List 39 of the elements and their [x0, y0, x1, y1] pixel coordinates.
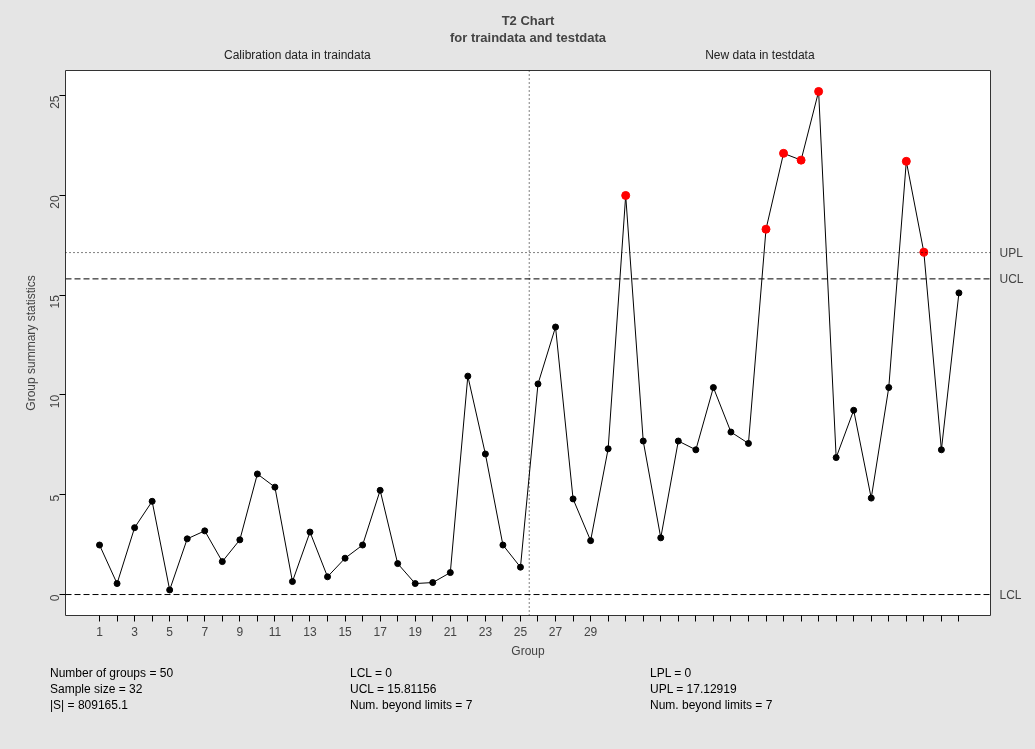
x-tick-label: 3 [131, 624, 139, 639]
text: UPL = 17.12919 [650, 682, 737, 696]
y-tick-label: 0 [48, 594, 62, 602]
x-tick-label: 25 [513, 624, 528, 639]
x-tick-label: 9 [236, 624, 244, 639]
x-tick-label: 19 [408, 624, 423, 639]
text: Calibration data in traindata [223, 47, 372, 62]
text: Number of groups = 50 [50, 666, 174, 680]
text: LPL = 0 [650, 666, 692, 680]
x-axis-title: Group [511, 643, 545, 658]
x-tick-label: 29 [583, 624, 598, 639]
x-tick-label: 23 [478, 624, 493, 639]
text: Num. beyond limits = 7 [650, 698, 773, 712]
text: |S| = 809165.1 [50, 698, 128, 712]
x-tick-label: 13 [303, 624, 317, 639]
x-tick-label: 5 [166, 624, 174, 639]
y-tick-label: 25 [48, 95, 62, 109]
x-tick-label: 11 [268, 624, 282, 639]
text: LCL = 0 [350, 666, 392, 680]
y-tick-label: 10 [48, 394, 62, 409]
text: UCL = 15.81156 [350, 682, 437, 696]
y-tick-label: 15 [48, 294, 62, 309]
ref-line-label: UCL [999, 271, 1024, 286]
y-tick-label: 20 [48, 194, 62, 209]
y-axis-title: Group summary statistics [23, 275, 38, 411]
text: New data in testdata [705, 47, 815, 62]
x-tick-label: 15 [338, 624, 353, 639]
chart-title: T2 Chart [501, 12, 556, 28]
y-tick-label: 5 [48, 494, 62, 502]
x-tick-label: 7 [201, 624, 209, 639]
text: Num. beyond limits = 7 [350, 698, 473, 712]
ref-line-label: UPL [999, 245, 1024, 260]
x-tick-label: 21 [443, 624, 458, 639]
x-tick-label: 1 [96, 624, 104, 639]
text: Sample size = 32 [50, 682, 143, 696]
ref-line-label: LCL [999, 587, 1022, 602]
x-tick-label: 27 [548, 624, 563, 639]
chart-subtitle: for traindata and testdata [449, 29, 607, 45]
x-tick-label: 17 [373, 624, 388, 639]
